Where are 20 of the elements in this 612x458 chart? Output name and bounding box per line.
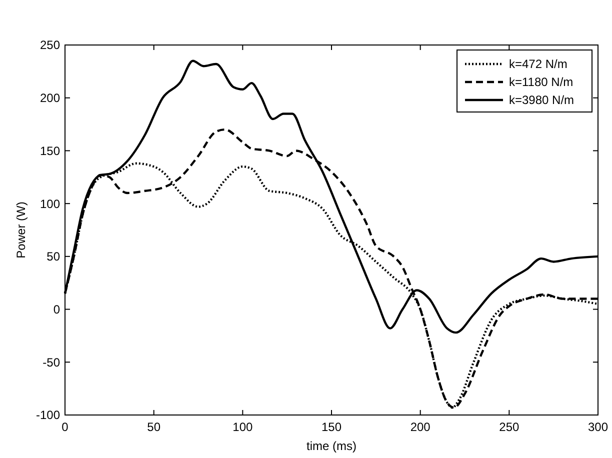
y-tick-label: -100: [36, 408, 60, 422]
legend-label: k=1180 N/m: [509, 75, 574, 90]
x-axis-title: time (ms): [306, 439, 356, 453]
x-tick-label: 200: [410, 420, 431, 434]
x-tick-label: 0: [62, 420, 69, 434]
x-tick-label: 150: [321, 420, 342, 434]
y-tick-label: 100: [40, 196, 60, 211]
y-tick-label: 50: [46, 250, 60, 264]
x-tick-label: 250: [499, 420, 520, 434]
y-axis-title: Power (W): [14, 202, 28, 258]
y-tick-label: 150: [40, 144, 60, 158]
x-tick-label: 50: [147, 420, 161, 434]
y-tick-label: 200: [40, 91, 60, 106]
legend-label: k=472 N/m: [509, 57, 568, 72]
x-tick-label: 300: [588, 420, 608, 434]
legend-label: k=3980 N/m: [509, 93, 574, 108]
y-tick-label: 250: [40, 38, 60, 52]
y-tick-label: 0: [53, 302, 60, 316]
x-tick-label: 100: [232, 420, 253, 434]
y-tick-label: -50: [42, 355, 60, 370]
